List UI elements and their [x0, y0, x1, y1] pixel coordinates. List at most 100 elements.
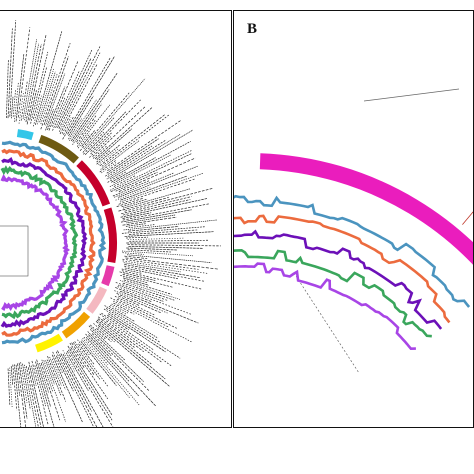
- gene-label-mark: [79, 92, 130, 151]
- gene-label-mark: [96, 144, 121, 165]
- gene-label-mark: [97, 316, 144, 353]
- guide-line: [293, 272, 360, 374]
- gene-label-mark: [6, 59, 9, 119]
- gene-label-mark: [113, 302, 135, 315]
- gene-label-mark: [30, 51, 49, 124]
- gene-label-mark: [68, 118, 82, 140]
- ring-b-dfc1: [234, 248, 432, 338]
- gene-label-mark: [101, 161, 117, 174]
- tick-mark: [462, 211, 473, 225]
- gene-label-mark: [128, 224, 155, 229]
- gene-label-mark: [119, 172, 204, 203]
- gene-label-mark: [120, 275, 148, 284]
- gene-label-mark: [122, 212, 152, 219]
- gene-label-mark: [57, 58, 92, 129]
- gene-label-mark: [18, 91, 24, 124]
- gene-label-mark: [121, 196, 192, 215]
- gene-label-mark: [68, 349, 113, 422]
- gene-label-mark: [32, 95, 42, 127]
- gene-label-mark: [39, 362, 50, 394]
- gene-label-mark: [40, 43, 71, 130]
- gene-label-mark: [7, 28, 13, 119]
- gene-label-mark: [56, 355, 74, 392]
- gene-label-mark: [91, 333, 150, 392]
- gene-label-mark: [62, 353, 104, 427]
- panel-b: B CHR11SP84DFC1NIC58YP07ADIW-A: [233, 10, 474, 428]
- gene-label-mark: [111, 303, 129, 314]
- gene-label-mark: [41, 359, 53, 392]
- ring-b-nic58: [234, 229, 443, 330]
- gene-label-mark: [114, 295, 155, 316]
- gene-label-mark: [83, 336, 109, 366]
- gene-label-mark: [95, 321, 166, 380]
- gene-label-mark: [67, 345, 113, 415]
- gene-label-mark: [122, 273, 173, 288]
- gene-label-mark: [60, 353, 92, 412]
- bottom-tick-labels: SP84DFC1NIC58YP07ADIW-A: [462, 211, 473, 225]
- gene-label-mark: [52, 351, 63, 373]
- ring-a-nic58: [0, 157, 88, 328]
- gene-label-mark: [65, 352, 89, 391]
- gene-label-mark: [43, 360, 67, 423]
- chromosome-segment: [16, 129, 34, 141]
- gene-label-mark: [124, 188, 213, 212]
- gene-label-mark: [94, 107, 153, 160]
- gene-label-mark: [10, 366, 14, 386]
- gene-label-mark: [9, 367, 13, 408]
- gene-label-mark: [90, 324, 107, 340]
- gene-label-mark: [125, 223, 147, 227]
- gene-label-mark: [9, 20, 17, 117]
- gene-label-mark: [76, 104, 111, 147]
- chromosome-segment: [38, 134, 79, 164]
- gene-label-mark: [45, 109, 55, 131]
- gene-label-mark: [43, 56, 69, 126]
- gene-label-mark: [24, 364, 37, 427]
- gene-label-mark: [124, 231, 214, 237]
- gene-label-mark: [126, 236, 148, 239]
- chromosome-segment: [34, 333, 63, 353]
- gene-label-mark: [115, 186, 151, 201]
- gene-label-mark: [108, 305, 136, 323]
- gene-label-mark: [47, 86, 66, 131]
- gene-label-mark: [118, 295, 140, 307]
- gene-label-mark: [33, 66, 48, 120]
- gene-label-mark: [118, 178, 195, 205]
- gene-label-mark: [115, 287, 152, 302]
- gene-label-mark: [69, 99, 97, 141]
- gene-label-mark: [116, 293, 162, 314]
- gene-label-mark: [76, 115, 97, 143]
- gene-label-mark: [46, 359, 62, 397]
- gene-label-mark: [110, 153, 192, 193]
- gene-label-mark: [97, 325, 171, 387]
- gene-label-mark: [123, 277, 149, 286]
- gene-label-mark: [120, 175, 187, 201]
- gene-label-mark: [77, 339, 90, 356]
- gene-label-mark: [121, 268, 142, 274]
- ring-b-yp07: [234, 214, 451, 324]
- chromosome-segment: [103, 207, 117, 263]
- gene-label-mark: [122, 216, 177, 226]
- gene-label-mark: [127, 244, 221, 247]
- gene-label-mark: [119, 290, 199, 324]
- gene-label-mark: [113, 172, 175, 198]
- gene-label-mark: [71, 342, 95, 376]
- gene-label-mark: [118, 197, 169, 212]
- gene-label-mark: [107, 171, 127, 183]
- gene-label-mark: [31, 365, 37, 386]
- gene-label-mark: [101, 312, 154, 351]
- gene-label-mark: [45, 73, 66, 126]
- gene-label-mark: [78, 343, 95, 365]
- gene-label-mark: [25, 366, 39, 427]
- gene-label-mark: [40, 73, 58, 125]
- gene-label-mark: [89, 136, 111, 158]
- gene-label-mark: [77, 133, 90, 149]
- gene-label-mark: [68, 95, 94, 137]
- gene-label-mark: [11, 96, 14, 119]
- gene-label-mark: [70, 72, 118, 142]
- gene-label-mark: [124, 264, 201, 279]
- gene-label-mark: [100, 140, 140, 170]
- gene-label-mark: [36, 67, 55, 125]
- ring-a-adi: [1, 140, 107, 345]
- gene-label-mark: [14, 364, 22, 427]
- gene-label-mark: [129, 239, 210, 242]
